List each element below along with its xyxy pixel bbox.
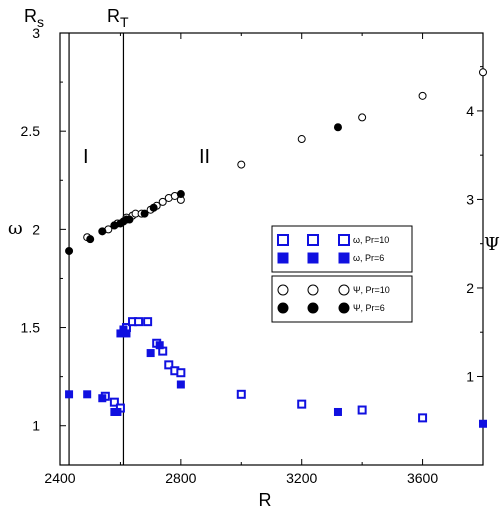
region-labels: I II [83, 146, 210, 168]
x-tick-label: 3200 [286, 470, 317, 486]
plot-border [59, 32, 484, 466]
data-point [86, 235, 95, 244]
data-point [176, 368, 186, 378]
data-point [158, 197, 167, 206]
y-right-tick-label: 2 [466, 280, 474, 296]
ref-line-label-rs: Rs [24, 6, 44, 30]
data-point [333, 123, 342, 132]
y-left-tick-label: 3 [32, 25, 40, 41]
x-tick-label: 2800 [165, 470, 196, 486]
ref-line-label-rt: RT [107, 6, 129, 30]
data-point [109, 397, 119, 407]
data-point [418, 91, 427, 100]
legend-box-psi [271, 275, 413, 323]
series-circle-filled [65, 123, 342, 255]
data-marks [65, 68, 487, 428]
data-point [357, 405, 367, 415]
data-point [155, 341, 164, 350]
data-point [98, 227, 107, 236]
legend-marker [307, 234, 319, 246]
data-point [479, 419, 487, 428]
legend-marker [338, 252, 350, 264]
legend-marker [307, 302, 319, 314]
y-left-tick-label: 1.5 [21, 320, 41, 336]
data-point [125, 215, 134, 224]
data-point [297, 399, 307, 409]
y-axis-right-title: Ψ [484, 234, 500, 255]
data-point [113, 407, 122, 416]
legend-box-omega [271, 225, 413, 273]
data-point [143, 317, 153, 327]
data-point [140, 209, 149, 218]
legend: ω, Pr=10 ω, Pr=6 Ψ, Pr=10 Ψ, Pr=6 [271, 225, 413, 323]
legend-label: ω, Pr=6 [353, 253, 384, 263]
legend-marker [277, 284, 289, 296]
legend-marker [338, 234, 350, 246]
data-point [237, 160, 246, 169]
legend-marker [277, 302, 289, 314]
data-point [65, 390, 74, 399]
data-point [358, 113, 367, 122]
legend-marker [277, 234, 289, 246]
data-point [65, 246, 74, 255]
y-axis-left: 1 1.5 2 2.5 3 [21, 25, 66, 434]
legend-label: Ψ, Pr=6 [353, 303, 385, 313]
data-point [418, 413, 428, 423]
data-point [236, 389, 246, 399]
legend-marker [338, 284, 350, 296]
x-axis-title: R [259, 490, 272, 510]
data-point [479, 68, 487, 77]
y-left-tick-label: 2.5 [21, 123, 41, 139]
y-axis-left-title: ω [8, 218, 23, 239]
legend-label: Ψ, Pr=10 [353, 285, 390, 295]
data-point [98, 394, 107, 403]
y-right-tick-label: 4 [466, 103, 474, 119]
y-right-tick-label: 1 [466, 368, 474, 384]
region-label-i: I [83, 146, 89, 168]
data-point [122, 329, 131, 338]
y-left-tick-label: 1 [32, 418, 40, 434]
data-point [164, 360, 174, 370]
series-square-filled [65, 325, 487, 428]
legend-marker [307, 284, 319, 296]
x-axis: 2400 2800 3200 3600 [44, 33, 438, 486]
series-square-open [100, 317, 428, 423]
legend-marker [277, 252, 289, 264]
legend-marker [338, 302, 350, 314]
legend-label: ω, Pr=10 [353, 235, 389, 245]
data-point [134, 317, 144, 327]
plot-frame [59, 32, 484, 466]
data-point [83, 390, 92, 399]
x-tick-label: 2400 [44, 470, 75, 486]
data-point [176, 190, 185, 199]
x-tick-label: 3600 [407, 470, 438, 486]
axis-titles: R ω Ψ [8, 218, 500, 510]
y-axis-right: 1 2 3 4 [466, 66, 483, 422]
legend-marker [307, 252, 319, 264]
data-point [297, 135, 306, 144]
data-point [149, 203, 158, 212]
data-point [146, 349, 155, 358]
data-point [176, 380, 185, 389]
data-point [333, 407, 342, 416]
y-left-tick-label: 2 [32, 221, 40, 237]
y-right-tick-label: 3 [466, 191, 474, 207]
region-label-ii: II [199, 146, 210, 168]
